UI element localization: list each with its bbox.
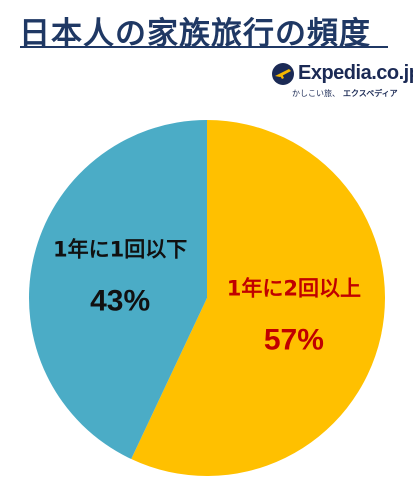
brand-tagline-part-b: エクスペディア [343,89,398,98]
pie-slice-value-0: 57% [264,323,324,356]
brand-name: Expedia.co.jp [298,62,413,84]
pie-slice-0 [131,120,386,477]
pie-labels: 1年に2回以上 57% 1年に1回以下 43% [53,238,361,357]
pie-slice-1 [29,120,208,460]
pie-slice-label-0: 1年に2回以上 [227,276,361,300]
pie-slices [29,120,386,477]
title-underline [20,46,388,48]
globe-icon [272,63,294,85]
expedia-logo: Expedia.co.jp かしこい旅、 エクスペディア [268,60,413,102]
pie-slice-label-1: 1年に1回以下 [53,238,187,262]
brand-tagline: かしこい旅、 エクスペディア [292,88,398,99]
pie-slice-value-1: 43% [90,285,150,318]
brand-tagline-part-a: かしこい旅、 [292,89,340,98]
